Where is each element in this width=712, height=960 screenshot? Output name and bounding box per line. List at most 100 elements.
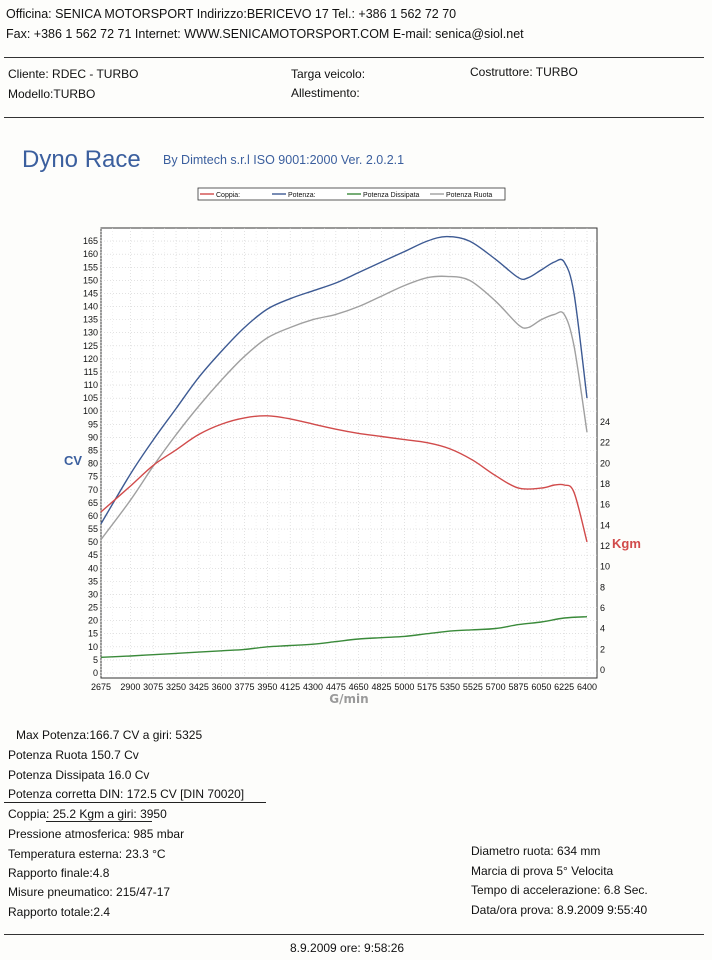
x-tick-label: 5000 — [394, 682, 414, 692]
x-tick-label: 5350 — [440, 682, 460, 692]
final-ratio-line: Rapporto finale:4.8 — [8, 866, 110, 880]
y2-tick-label: 24 — [600, 417, 610, 427]
x-tick-label: 5525 — [463, 682, 483, 692]
x-tick-label: 4650 — [349, 682, 369, 692]
trim-field: Allestimento: — [291, 86, 360, 100]
y-tick-label: 135 — [83, 315, 98, 325]
x-tick-label: 3075 — [143, 682, 163, 692]
x-tick-label: 3425 — [189, 682, 209, 692]
y-tick-label: 155 — [83, 262, 98, 272]
pressure-line: Pressione atmosferica: 985 mbar — [8, 827, 185, 841]
app-subtitle: By Dimtech s.r.l ISO 9001:2000 Ver. 2.0.… — [163, 153, 405, 167]
temperature-line: Temperatura esterna: 23.3 °C — [8, 847, 166, 861]
x-tick-label: 2675 — [91, 682, 111, 692]
y-tick-label: 65 — [88, 498, 98, 508]
y-tick-label: 145 — [83, 288, 98, 298]
y-tick-label: 25 — [88, 603, 98, 613]
chart-legend: Coppia: Potenza: Potenza Dissipata Potenza … — [197, 187, 506, 201]
y-tick-label: 60 — [88, 511, 98, 521]
plate-field: Targa veicolo: — [291, 67, 366, 81]
power-series-line — [100, 235, 588, 525]
y-tick-label: 10 — [88, 642, 98, 652]
y-tick-label: 30 — [88, 589, 98, 599]
y2-tick-label: 6 — [600, 603, 605, 613]
x-tick-label: 4825 — [371, 682, 391, 692]
x-tick-label: 4300 — [303, 682, 323, 692]
model-field: Modello:TURBO — [8, 87, 96, 101]
legend-label: Coppia: — [216, 192, 240, 199]
y-tick-label: 100 — [83, 406, 98, 416]
y-tick-label: 140 — [83, 302, 98, 312]
legend-label: Potenza Ruota — [446, 192, 492, 199]
y-tick-label: 75 — [88, 472, 98, 482]
y-tick-label: 110 — [84, 380, 98, 390]
din-power-line: Potenza corretta DIN: 172.5 CV [DIN 7002… — [8, 787, 245, 801]
app-title: Dyno Race — [22, 146, 141, 173]
x-tick-label: 4475 — [326, 682, 346, 692]
x-tick-label: 6225 — [554, 682, 574, 692]
dyno-chart: Coppia: Potenza: Potenza Dissipata Potenza … — [64, 187, 641, 706]
y-tick-label: 165 — [83, 236, 98, 246]
x-tick-label: 3775 — [235, 682, 255, 692]
torque-series-line — [100, 415, 588, 543]
y2-tick-label: 14 — [600, 520, 610, 530]
chart-series — [100, 235, 588, 658]
x-tick-label: 5875 — [508, 682, 528, 692]
workshop-info-line: Officina: SENICA MOTORSPORT Indirizzo:BE… — [6, 7, 457, 21]
x-axis-label: G/min — [329, 692, 368, 706]
y2-tick-label: 12 — [600, 541, 610, 551]
total-ratio-line: Rapporto totale:2.4 — [8, 905, 111, 919]
x-tick-label: 3950 — [257, 682, 277, 692]
plot-frame — [100, 227, 598, 679]
max-power-line: Max Potenza:166.7 CV a giri: 5325 — [16, 728, 203, 742]
y-tick-label: 130 — [83, 328, 98, 338]
y2-axis-label: Kgm — [612, 536, 641, 551]
y-tick-label: 50 — [88, 537, 98, 547]
y-tick-label: 40 — [88, 563, 98, 573]
manufacturer-field: Costruttore: TURBO — [470, 65, 578, 79]
y-tick-label: 120 — [83, 354, 98, 364]
client-field: Cliente: RDEC - TURBO — [8, 67, 139, 81]
x-tick-label: 5175 — [417, 682, 437, 692]
y2-tick-label: 8 — [600, 582, 605, 592]
din-underline — [4, 802, 266, 803]
tyre-size-line: Misure pneumatico: 215/47-17 — [8, 885, 171, 899]
print-timestamp: 8.9.2009 ore: 9:58:26 — [290, 941, 405, 955]
y-tick-label: 125 — [83, 341, 98, 351]
x-tick-label: 4125 — [280, 682, 300, 692]
y-tick-label: 85 — [88, 446, 98, 456]
contact-info-line: Fax: +386 1 562 72 71 Internet: WWW.SENI… — [6, 27, 524, 41]
y-axis-label: CV — [64, 453, 82, 468]
y2-tick-label: 10 — [600, 562, 610, 572]
y2-tick-label: 20 — [600, 458, 610, 468]
y-tick-label: 115 — [84, 367, 98, 377]
y-tick-label: 150 — [83, 275, 98, 285]
y2-tick-label: 22 — [600, 438, 610, 448]
y-tick-label: 160 — [83, 249, 98, 259]
header-divider — [4, 57, 704, 58]
x-tick-label: 3250 — [166, 682, 186, 692]
y2-tick-label: 18 — [600, 479, 610, 489]
y-tick-label: 0 — [93, 668, 98, 678]
y-tick-label: 90 — [88, 432, 98, 442]
dissipated-power-line: Potenza Dissipata 16.0 Cv — [8, 768, 150, 782]
y-tick-label: 105 — [83, 393, 98, 403]
test-datetime-line: Data/ora prova: 8.9.2009 9:55:40 — [471, 903, 648, 917]
chart-grid — [100, 227, 598, 679]
y2-tick-label: 2 — [600, 644, 605, 654]
x-tick-label: 5700 — [486, 682, 506, 692]
torque-line: Coppia: 25.2 Kgm a giri: 3950 — [8, 807, 167, 821]
y2-tick-label: 16 — [600, 500, 610, 510]
torque-underline — [46, 821, 152, 822]
legend-label: Potenza Dissipata — [363, 192, 420, 199]
y2-tick-label: 4 — [600, 624, 605, 634]
footer-divider — [4, 934, 704, 935]
y-tick-label: 45 — [88, 550, 98, 560]
chart-axes: 0510152025303540455055606570758085909510… — [64, 236, 641, 706]
wheel-power-series-line — [100, 275, 588, 540]
x-tick-label: 6050 — [531, 682, 551, 692]
wheel-power-line: Potenza Ruota 150.7 Cv — [8, 748, 139, 762]
y-tick-label: 55 — [88, 524, 98, 534]
acceleration-time-line: Tempo di accelerazione: 6.8 Sec. — [471, 883, 648, 897]
y-tick-label: 35 — [88, 576, 98, 586]
